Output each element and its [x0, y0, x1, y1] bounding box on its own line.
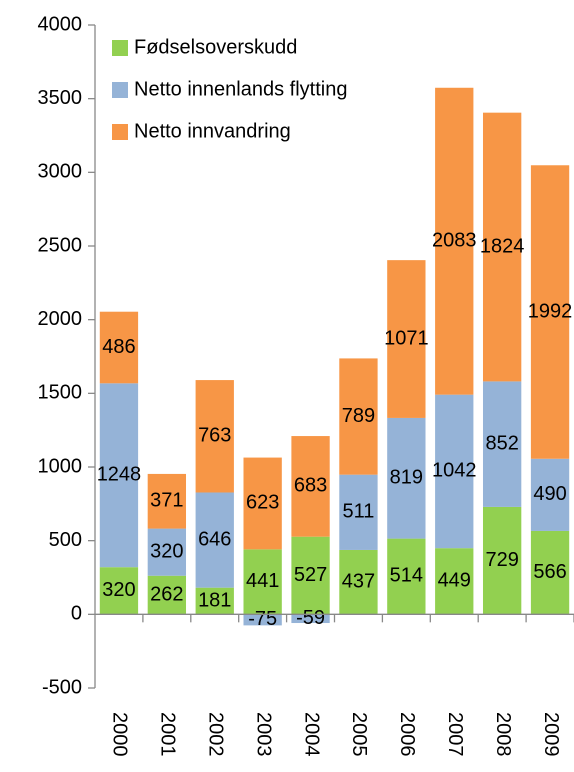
bar-segment	[195, 492, 234, 588]
data-label: 1248	[97, 464, 142, 486]
data-label: 490	[533, 483, 566, 505]
x-tick-label: 2008	[492, 712, 514, 757]
bar-segment	[243, 457, 282, 550]
bar-segment	[147, 575, 187, 615]
data-label: 1071	[384, 327, 429, 349]
y-tick-label: -500	[42, 676, 82, 698]
x-tick-label: 2009	[540, 712, 562, 757]
data-label: 789	[342, 405, 375, 427]
data-label: 1824	[480, 235, 525, 257]
bar-segment	[291, 436, 330, 537]
y-tick-label: 3000	[38, 161, 83, 183]
bar-segment	[482, 112, 522, 382]
legend-label: Fødselsoverskudd	[134, 36, 297, 58]
bar-segment	[243, 549, 282, 615]
bar-segment	[339, 474, 378, 550]
data-label: 763	[198, 425, 231, 447]
x-tick-label: 2005	[348, 712, 370, 757]
bar-segment	[243, 614, 282, 626]
y-tick-label: 1000	[38, 455, 83, 477]
bar-segment	[291, 536, 330, 615]
data-label: 486	[102, 336, 135, 358]
data-label: 646	[198, 528, 231, 550]
y-tick-label: 0	[71, 603, 82, 625]
bar-segment	[339, 358, 378, 475]
bar-segment	[147, 528, 187, 576]
bar-segment	[530, 530, 570, 615]
bar-segment	[387, 417, 426, 539]
data-label: 623	[246, 492, 279, 514]
y-tick-label: 500	[49, 529, 82, 551]
y-tick-label: 3500	[38, 87, 83, 109]
data-label: 527	[294, 564, 327, 586]
data-label: 449	[438, 570, 471, 592]
data-label: 181	[198, 589, 231, 611]
bar-segment	[99, 383, 139, 568]
bar-segment	[387, 260, 426, 418]
data-label: 437	[342, 570, 375, 592]
bar-segment	[482, 381, 522, 507]
data-label: 511	[343, 501, 375, 523]
bar-segment	[291, 614, 330, 624]
data-label: 2083	[432, 229, 477, 251]
x-tick-label: 2007	[444, 712, 466, 757]
x-tick-label: 2004	[300, 712, 322, 757]
data-label: 819	[390, 467, 423, 489]
legend-swatch	[112, 82, 128, 98]
data-label: 371	[150, 490, 183, 512]
data-label: 729	[485, 549, 518, 571]
data-label: -59	[296, 607, 325, 629]
bar-segment	[99, 311, 139, 384]
legend-label: Netto innenlands flytting	[134, 78, 347, 100]
legend-swatch	[112, 124, 128, 140]
bar-segment	[99, 567, 139, 615]
legend-label: Netto innvandring	[134, 120, 291, 142]
bar-segment	[387, 538, 426, 615]
bar-segment	[147, 473, 187, 529]
data-label: 441	[246, 570, 279, 592]
x-tick-label: 2003	[252, 712, 274, 757]
data-label: 262	[150, 583, 183, 605]
bar-segment	[530, 458, 570, 531]
data-label: 514	[390, 565, 423, 587]
y-tick-label: 2500	[38, 234, 83, 256]
legend-swatch	[112, 40, 128, 56]
data-label: 320	[150, 540, 183, 562]
bar-segment	[195, 587, 234, 615]
bar-segment	[435, 394, 474, 549]
data-label: 320	[102, 579, 135, 601]
bar-segment	[482, 506, 522, 615]
x-tick-label: 2001	[157, 712, 179, 757]
bar-segment	[339, 549, 378, 615]
bar-segment	[435, 87, 474, 395]
data-label: 852	[485, 432, 518, 454]
bar-segment	[530, 165, 570, 459]
x-tick-label: 2002	[204, 712, 226, 757]
data-label: 566	[533, 561, 566, 583]
data-label: -75	[248, 608, 277, 630]
data-label: 1042	[432, 460, 477, 482]
data-label: 683	[294, 475, 327, 497]
data-label: 1992	[528, 300, 573, 322]
bar-segment	[195, 380, 234, 493]
y-tick-label: 1500	[38, 382, 83, 404]
x-tick-label: 2006	[396, 712, 418, 757]
bar-segment	[435, 548, 474, 615]
y-tick-label: 4000	[38, 13, 83, 35]
y-tick-label: 2000	[38, 308, 83, 330]
x-tick-label: 2000	[109, 712, 131, 757]
